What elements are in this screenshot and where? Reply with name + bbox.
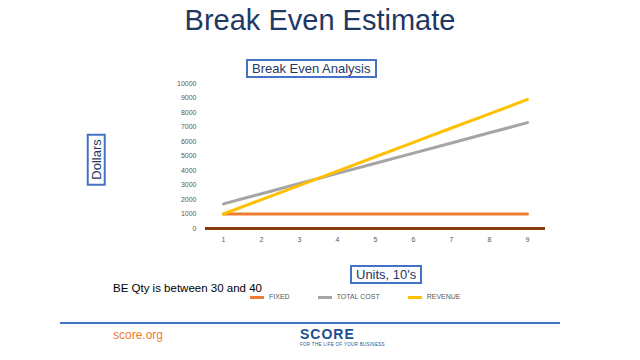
html-text:Break Even Analysis: Break Even Analysis — [252, 61, 371, 76]
svg-text:8: 8 — [488, 236, 492, 243]
svg-text:4000: 4000 — [181, 167, 197, 174]
html-text:FOR THE LIFE OF YOUR BUSINESS: FOR THE LIFE OF YOUR BUSINESS — [300, 342, 385, 347]
svg-text:0: 0 — [193, 225, 197, 232]
svg-text:1: 1 — [222, 236, 226, 243]
svg-text:6000: 6000 — [181, 138, 197, 145]
html-text:Break Even Estimate: Break Even Estimate — [184, 4, 456, 36]
html-text:TOTAL COST: TOTAL COST — [336, 293, 380, 300]
html-text:FIXED: FIXED — [269, 293, 290, 300]
svg-text:2000: 2000 — [181, 196, 197, 203]
svg-text:5: 5 — [374, 236, 378, 243]
html-text:BE Qty is between 30 and 40: BE Qty is between 30 and 40 — [113, 282, 262, 294]
svg-text:9000: 9000 — [181, 94, 197, 101]
svg-text:2: 2 — [260, 236, 264, 243]
svg-text:6: 6 — [412, 236, 416, 243]
html-text:score.org: score.org — [113, 328, 163, 342]
svg-text:3: 3 — [298, 236, 302, 243]
svg-text:4: 4 — [336, 236, 340, 243]
html-text:Dollars: Dollars — [88, 139, 104, 180]
svg-text:10000: 10000 — [177, 80, 197, 87]
svg-text:7000: 7000 — [181, 123, 197, 130]
svg-text:5000: 5000 — [181, 152, 197, 159]
svg-text:3000: 3000 — [181, 181, 197, 188]
svg-text:7: 7 — [450, 236, 454, 243]
svg-text:8000: 8000 — [181, 109, 197, 116]
html-text:REVENUE: REVENUE — [426, 293, 461, 300]
svg-text:1000: 1000 — [181, 210, 197, 217]
svg-text:9: 9 — [526, 236, 530, 243]
html-text:SCORE: SCORE — [300, 326, 355, 342]
html-text:Units, 10's: Units, 10's — [356, 267, 417, 282]
